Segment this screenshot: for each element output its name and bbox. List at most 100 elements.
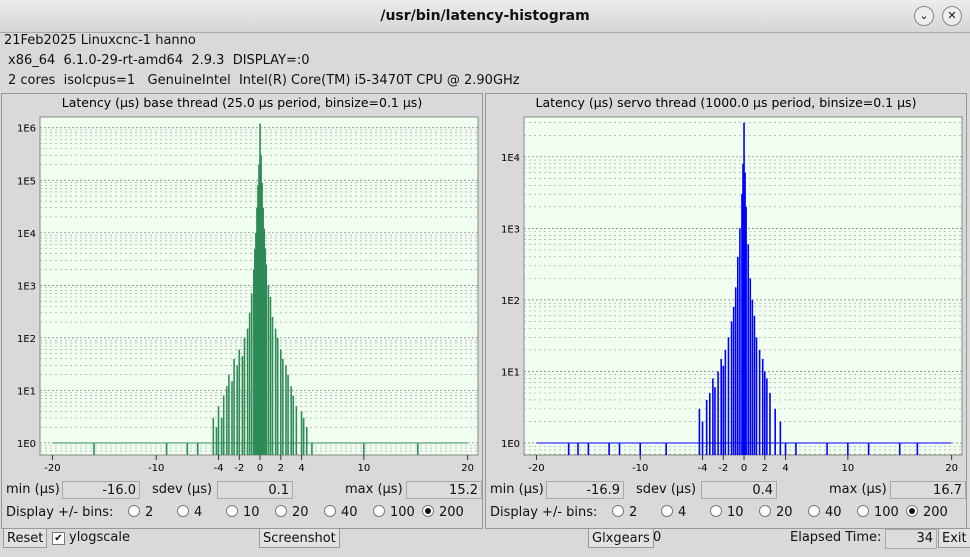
bins-radio[interactable]: 10 [710, 505, 744, 520]
bins-radio[interactable]: 200 [906, 505, 948, 520]
x-tick-label: 4 [298, 463, 304, 474]
bar [260, 155, 262, 455]
y-tick-label: 1E2 [501, 296, 520, 307]
bins-label: Display +/- bins: [490, 505, 598, 520]
bar [766, 378, 768, 455]
title-bar: /usr/bin/latency-histogram ⌄ ✕ [0, 0, 970, 33]
bar [274, 328, 277, 455]
bar [256, 207, 258, 455]
bar [417, 442, 419, 455]
bins-radio[interactable]: 10 [226, 505, 260, 520]
y-tick-label: 1E3 [17, 281, 36, 292]
bar [263, 228, 265, 455]
bar [737, 256, 739, 455]
bar [730, 321, 733, 455]
y-tick-label: 1E0 [501, 439, 520, 450]
radio-dot [857, 505, 869, 517]
radio-dot [128, 505, 140, 517]
bar [279, 349, 282, 455]
glxgears-value: 0 [653, 530, 662, 545]
bar [722, 365, 725, 455]
minimize-button[interactable]: ⌄ [914, 6, 934, 26]
bar [847, 443, 849, 455]
bar [215, 427, 218, 455]
reset-button[interactable]: Reset [3, 528, 48, 548]
bins-radio[interactable]: 100 [373, 505, 415, 520]
stat-label: sdev (µs) [152, 482, 213, 497]
bar [749, 278, 752, 455]
bar [267, 285, 270, 455]
bar [769, 393, 771, 455]
stat-field: 0.1 [217, 481, 293, 499]
radio-dot [324, 505, 336, 517]
bar [285, 365, 287, 455]
radio-label: 10 [243, 505, 260, 520]
y-tick-label: 1E5 [17, 176, 36, 187]
bar [567, 443, 570, 455]
radio-dot [710, 505, 722, 517]
radio-dot [177, 505, 189, 517]
bins-radio[interactable]: 20 [759, 505, 793, 520]
bar [665, 443, 667, 455]
bins-radio[interactable]: 4 [661, 505, 686, 520]
bar [701, 421, 704, 455]
screenshot-button[interactable]: Screenshot [259, 528, 340, 548]
histogram-chart: Latency (µs) base thread (25.0 µs period… [17, 95, 479, 474]
bar [747, 244, 749, 455]
bar [248, 312, 251, 455]
bar [741, 194, 743, 455]
x-tick-label: -4 [214, 463, 224, 474]
stat-field: 0.4 [701, 481, 777, 499]
bar [712, 378, 714, 455]
chart-title: Latency (µs) servo thread (1000.0 µs per… [536, 95, 917, 110]
bar [243, 337, 246, 455]
bins-radio[interactable]: 100 [857, 505, 899, 520]
bar [720, 358, 723, 455]
bins-radio[interactable]: 200 [422, 505, 464, 520]
info-line: 21Feb2025 Linuxcnc-1 hanno [4, 33, 196, 48]
bar [246, 328, 249, 455]
bar [739, 228, 741, 455]
radio-label: 4 [194, 505, 203, 520]
radio-dot [759, 505, 771, 517]
bar [250, 293, 253, 455]
ylogscale-checkbox[interactable]: ✔ ylogscale [52, 530, 130, 545]
bar [282, 358, 284, 455]
bar [302, 417, 305, 455]
bins-radio[interactable]: 2 [128, 505, 153, 520]
y-tick-label: 1E1 [17, 386, 36, 397]
bar [745, 206, 747, 455]
bar [708, 393, 711, 455]
bar [717, 371, 719, 455]
bar [217, 406, 220, 455]
bar [795, 443, 797, 455]
bar [254, 248, 256, 455]
bar [257, 185, 259, 455]
radio-label: 10 [727, 505, 744, 520]
bins-radio[interactable]: 40 [324, 505, 358, 520]
x-tick-label: 20 [461, 463, 474, 474]
radio-dot [808, 505, 820, 517]
close-button[interactable]: ✕ [942, 6, 962, 26]
bins-radio[interactable]: 4 [177, 505, 202, 520]
bins-radio[interactable]: 2 [612, 505, 637, 520]
bins-radio[interactable]: 40 [808, 505, 842, 520]
bar [742, 163, 744, 456]
bar [698, 408, 701, 455]
bar [784, 443, 787, 455]
glxgears-button[interactable]: Glxgears [588, 528, 654, 548]
bar [236, 365, 239, 455]
exit-button[interactable]: Exit [938, 528, 970, 548]
bar [744, 172, 746, 455]
bar [265, 264, 268, 455]
info-line: 2 cores isolcpus=1 GenuineIntel Intel(R)… [8, 73, 520, 88]
bar [269, 296, 272, 455]
x-tick-label: 4 [782, 463, 788, 474]
histogram-panel: Latency (µs) servo thread (1000.0 µs per… [485, 93, 967, 529]
bins-radio[interactable]: 20 [275, 505, 309, 520]
radio-label: 4 [678, 505, 687, 520]
radio-label: 100 [390, 505, 415, 520]
bar [727, 337, 730, 455]
bar [577, 443, 579, 455]
